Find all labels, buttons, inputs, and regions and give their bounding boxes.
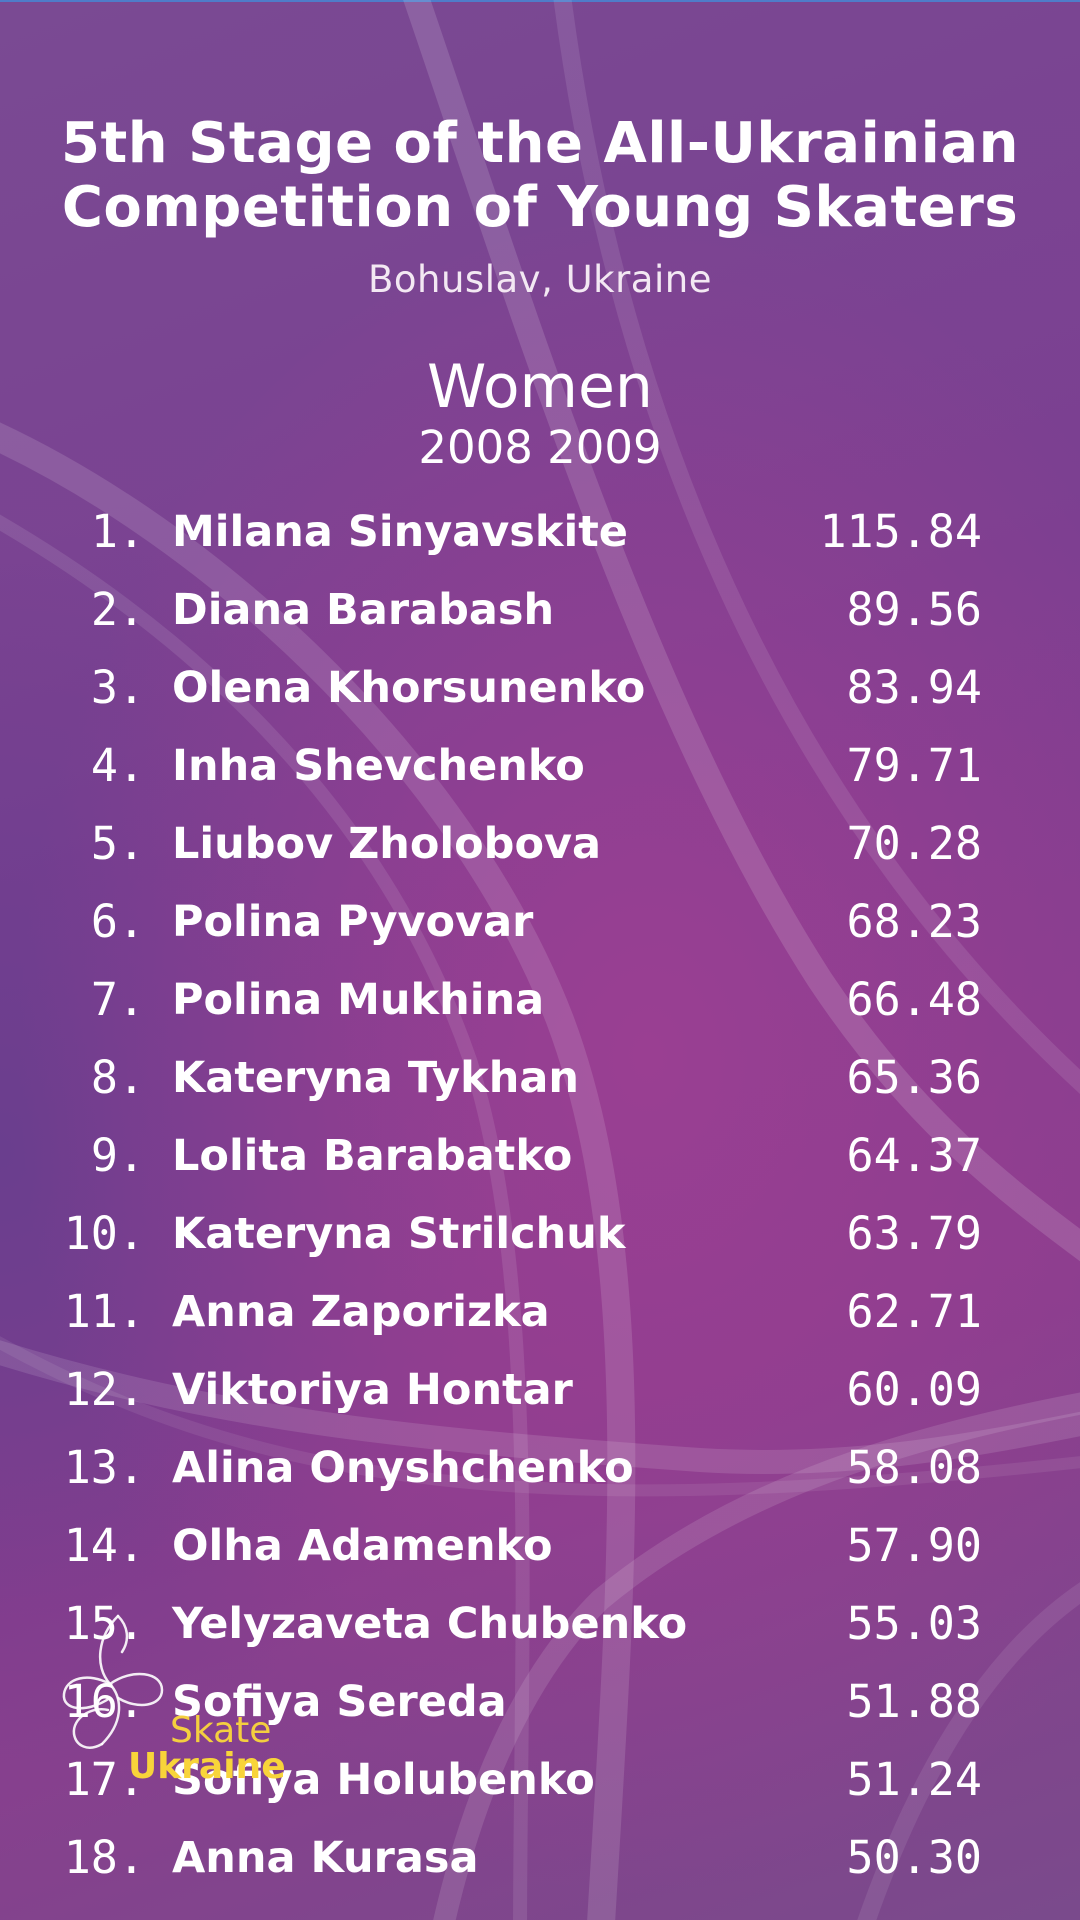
result-name: Sofiya Sereda	[172, 1677, 507, 1727]
result-name: Inha Shevchenko	[172, 741, 585, 791]
category-name: Women	[427, 352, 653, 422]
result-score: 65.36	[846, 1051, 982, 1104]
result-score: 60.09	[846, 1363, 982, 1416]
result-rank: 15.	[63, 1597, 145, 1650]
result-name: Polina Mukhina	[172, 975, 545, 1025]
result-score: 70.28	[846, 817, 982, 870]
result-rank: 4.	[90, 739, 145, 792]
result-row: 7. Polina Mukhina 66.48	[0, 965, 1080, 1043]
result-score: 58.08	[846, 1441, 982, 1494]
result-rank: 9.	[90, 1129, 145, 1182]
result-row: 6. Polina Pyvovar 68.23	[0, 887, 1080, 965]
result-score: 51.24	[846, 1753, 982, 1806]
result-row: 17. Sofiya Holubenko 51.24	[0, 1745, 1080, 1823]
result-row: 12. Viktoriya Hontar 60.09	[0, 1355, 1080, 1433]
skate-ukraine-logo: Skate Ukraine	[58, 1606, 298, 1787]
result-row: 2. Diana Barabash 89.56	[0, 575, 1080, 653]
result-row: 3. Olena Khorsunenko 83.94	[0, 653, 1080, 731]
result-name: Kateryna Tykhan	[172, 1053, 579, 1103]
category-heading: Women 2008 2009	[0, 352, 1080, 474]
result-rank: 11.	[63, 1285, 145, 1338]
result-row: 16. Sofiya Sereda 51.88	[0, 1667, 1080, 1745]
skater-swirl-icon	[62, 1614, 164, 1749]
result-name: Alina Onyshchenko	[172, 1443, 634, 1493]
result-score: 63.79	[846, 1207, 982, 1260]
result-rank: 1.	[90, 505, 145, 558]
logo-word-skate: Skate	[170, 1710, 272, 1751]
result-rank: 17.	[63, 1753, 145, 1806]
title-line-1: 5th Stage of the All-Ukrainian	[60, 111, 1019, 176]
result-rank: 2.	[90, 583, 145, 636]
result-row: 10. Kateryna Strilchuk 63.79	[0, 1199, 1080, 1277]
result-row: 4. Inha Shevchenko 79.71	[0, 731, 1080, 809]
result-rank: 14.	[63, 1519, 145, 1572]
logo-word-ukraine: Ukraine	[128, 1746, 286, 1787]
result-row: 18. Anna Kurasa 50.30	[0, 1823, 1080, 1901]
result-rank: 13.	[63, 1441, 145, 1494]
result-score: 68.23	[846, 895, 982, 948]
page-title: 5th Stage of the All-Ukrainian Competiti…	[0, 112, 1080, 240]
result-name: Milana Sinyavskite	[172, 507, 628, 557]
title-line-2: Competition of Young Skaters	[61, 175, 1019, 240]
header: 5th Stage of the All-Ukrainian Competiti…	[0, 112, 1080, 302]
result-name: Anna Kurasa	[172, 1833, 479, 1883]
result-row: 14. Olha Adamenko 57.90	[0, 1511, 1080, 1589]
result-name: Lolita Barabatko	[172, 1131, 573, 1181]
result-name: Viktoriya Hontar	[172, 1365, 573, 1415]
result-score: 66.48	[846, 973, 982, 1026]
result-name: Sofiya Holubenko	[172, 1755, 595, 1805]
result-rank: 18.	[63, 1831, 145, 1884]
result-rank: 8.	[90, 1051, 145, 1104]
result-rank: 10.	[63, 1207, 145, 1260]
result-name: Diana Barabash	[172, 585, 555, 635]
top-accent-line	[0, 0, 1080, 2]
result-rank: 7.	[90, 973, 145, 1026]
result-name: Olha Adamenko	[172, 1521, 553, 1571]
result-name: Olena Khorsunenko	[172, 663, 646, 713]
result-name: Yelyzaveta Chubenko	[172, 1599, 688, 1649]
result-rank: 5.	[90, 817, 145, 870]
result-row: 8. Kateryna Tykhan 65.36	[0, 1043, 1080, 1121]
result-name: Kateryna Strilchuk	[172, 1209, 626, 1259]
result-row: 13. Alina Onyshchenko 58.08	[0, 1433, 1080, 1511]
location-subtitle: Bohuslav, Ukraine	[368, 258, 712, 301]
result-score: 64.37	[846, 1129, 982, 1182]
result-score: 57.90	[846, 1519, 982, 1572]
result-rank: 12.	[63, 1363, 145, 1416]
result-score: 55.03	[846, 1597, 982, 1650]
result-score: 51.88	[846, 1675, 982, 1728]
result-score: 89.56	[846, 583, 982, 636]
result-score: 83.94	[846, 661, 982, 714]
result-row: 9. Lolita Barabatko 64.37	[0, 1121, 1080, 1199]
result-score: 79.71	[846, 739, 982, 792]
result-score: 115.84	[819, 505, 982, 558]
result-rank: 6.	[90, 895, 145, 948]
result-name: Liubov Zholobova	[172, 819, 602, 869]
result-score: 50.30	[846, 1831, 982, 1884]
result-row: 11. Anna Zaporizka 62.71	[0, 1277, 1080, 1355]
result-score: 62.71	[846, 1285, 982, 1338]
result-name: Polina Pyvovar	[172, 897, 534, 947]
result-row: 15. Yelyzaveta Chubenko 55.03	[0, 1589, 1080, 1667]
result-name: Anna Zaporizka	[172, 1287, 550, 1337]
category-years: 2008 2009	[418, 421, 662, 474]
result-row: 1. Milana Sinyavskite 115.84	[0, 497, 1080, 575]
results-list: 1. Milana Sinyavskite 115.84 2. Diana Ba…	[0, 497, 1080, 1901]
result-row: 5. Liubov Zholobova 70.28	[0, 809, 1080, 887]
result-rank: 3.	[90, 661, 145, 714]
